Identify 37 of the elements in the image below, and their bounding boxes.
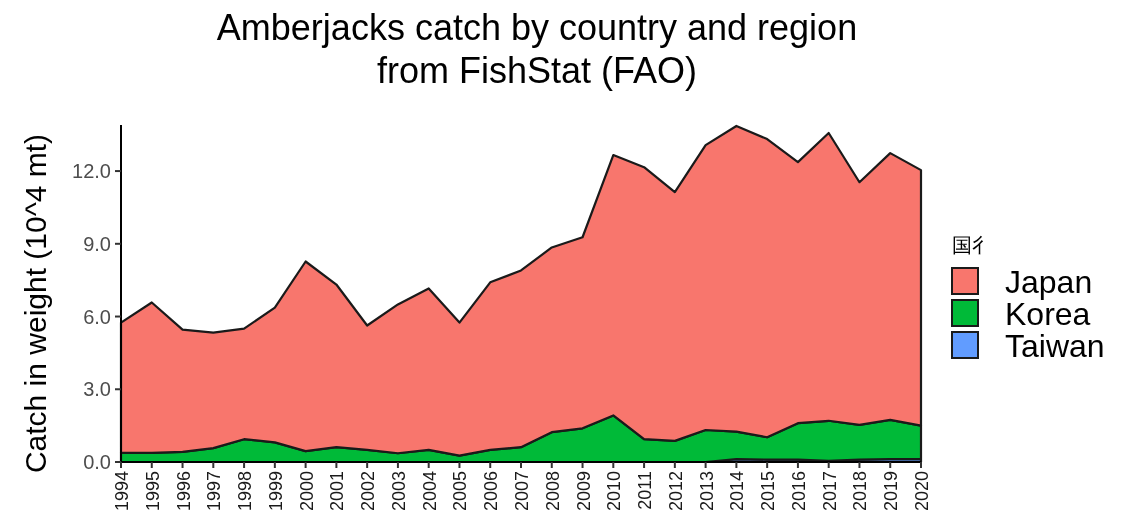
x-tick-label: 2001 [327, 471, 348, 512]
x-tick-label: 2015 [758, 471, 779, 512]
x-tick-label: 2007 [512, 471, 532, 512]
x-tick-label: 1996 [173, 471, 194, 512]
y-tick-label: 0.0 [83, 451, 111, 473]
x-tick-label: 1997 [204, 471, 225, 512]
x-tick-label: 2020 [912, 471, 932, 512]
x-tick-label: 2004 [419, 471, 440, 512]
x-tick-label: 2016 [788, 471, 809, 512]
x-tick-label: 2017 [819, 471, 840, 512]
x-tick-label: 2011 [635, 471, 656, 510]
legend-label: Taiwan [1005, 328, 1105, 364]
x-tick-label: 2005 [450, 471, 471, 512]
x-tick-label: 2006 [481, 471, 502, 512]
x-tick-label: 2008 [542, 471, 563, 512]
x-tick-label: 2003 [388, 471, 409, 512]
y-tick-label: 12.0 [72, 160, 111, 183]
x-tick-label: 2010 [604, 471, 625, 512]
x-tick-label: 1994 [112, 471, 132, 512]
x-tick-label: 2012 [665, 471, 686, 512]
x-tick-label: 2002 [358, 471, 379, 512]
chart-title: Amberjacks catch by country and region from FishStat (FAO) [216, 7, 858, 91]
x-tick-label: 1998 [235, 471, 256, 512]
legend-title: 国彳 [952, 234, 992, 256]
x-tick-label: 2014 [727, 471, 748, 512]
x-tick-label: 2019 [881, 471, 902, 512]
x-tick-label: 2000 [296, 471, 317, 512]
x-tick-label: 2018 [850, 471, 871, 512]
x-tick-label: 1999 [265, 471, 286, 512]
y-tick-label: 6.0 [83, 305, 111, 328]
x-tick-label: 1995 [142, 471, 163, 512]
y-tick-label: 9.0 [83, 232, 111, 255]
y-tick-label: 3.0 [83, 378, 111, 401]
x-tick-label: 2013 [696, 471, 717, 512]
legend-label: Japan [1005, 264, 1093, 300]
x-tick-label: 2009 [573, 471, 594, 512]
y-axis-title: Catch in weight (10^4 mt) [19, 133, 52, 474]
